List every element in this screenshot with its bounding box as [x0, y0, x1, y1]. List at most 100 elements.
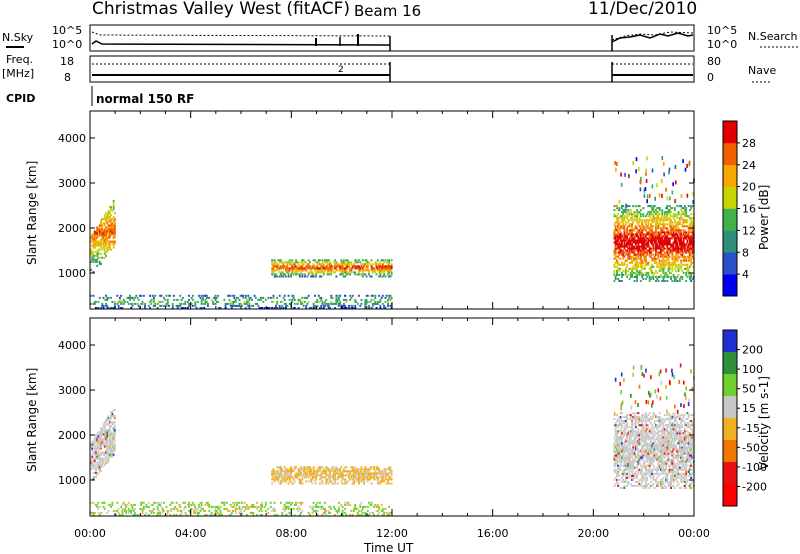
echo-cell	[644, 416, 647, 419]
echo-cell	[651, 442, 654, 445]
echo-cell	[628, 452, 631, 455]
echo-cell	[312, 474, 315, 477]
echo-cell	[681, 277, 684, 280]
echo-cell	[322, 468, 325, 471]
echo-cell	[186, 300, 189, 303]
echo-cell	[619, 280, 622, 282]
echo-cell	[112, 206, 115, 209]
echo-cell	[616, 265, 618, 268]
echo-cell	[112, 429, 115, 432]
echo-cell	[628, 466, 631, 469]
echo-cell	[335, 269, 338, 272]
echo-cell	[361, 474, 364, 477]
echo-cell	[668, 261, 671, 264]
echo-cell	[622, 269, 625, 272]
echo-cell	[345, 298, 348, 301]
echo-cell	[628, 174, 630, 178]
echo-cell	[677, 223, 680, 226]
echo-cell	[370, 482, 373, 485]
echo-cell	[348, 470, 350, 473]
echo-cell	[681, 255, 684, 258]
echo-cell	[632, 221, 635, 224]
echo-cell	[675, 225, 677, 228]
echo-cell	[666, 434, 669, 437]
echo-cell	[125, 503, 128, 506]
echo-cell	[660, 418, 662, 421]
echo-cell	[634, 418, 637, 421]
echo-cell	[618, 450, 621, 453]
echo-cell	[102, 230, 105, 233]
echo-cell	[92, 478, 95, 480]
echo-cell	[618, 233, 621, 236]
echo-cell	[652, 237, 655, 240]
echo-cell	[238, 304, 241, 307]
echo-cell	[636, 227, 638, 230]
echo-cell	[666, 249, 669, 252]
echo-cell	[106, 461, 109, 464]
echo-cell	[651, 460, 654, 463]
echo-cell	[112, 246, 115, 249]
echo-cell	[682, 259, 685, 262]
echo-cell	[617, 273, 620, 276]
echo-cell	[632, 205, 635, 208]
echo-cell	[647, 239, 650, 242]
echo-cell	[666, 428, 669, 431]
echo-cell	[672, 247, 675, 250]
echo-cell	[670, 207, 672, 210]
echo-cell	[360, 466, 363, 469]
echo-cell	[656, 452, 659, 455]
echo-cell	[655, 472, 657, 475]
echo-cell	[672, 231, 675, 234]
echo-cell	[646, 237, 649, 240]
echo-cell	[292, 478, 295, 481]
echo-cell	[643, 245, 646, 248]
echo-cell	[638, 249, 641, 252]
echo-cell	[661, 261, 664, 264]
echo-cell	[348, 474, 350, 477]
echo-cell	[293, 466, 296, 469]
echo-cell	[673, 259, 676, 262]
echo-cell	[632, 259, 635, 262]
echo-cell	[631, 424, 633, 427]
echo-cell	[281, 304, 284, 307]
echo-cell	[105, 302, 107, 305]
echo-cell	[105, 298, 107, 301]
echo-cell	[291, 476, 294, 479]
echo-cell	[92, 238, 95, 241]
echo-cell	[175, 501, 178, 504]
echo-cell	[617, 225, 620, 228]
echo-cell	[188, 302, 190, 305]
echo-cell	[324, 509, 326, 512]
echo-cell	[273, 265, 276, 268]
echo-cell	[656, 426, 659, 429]
echo-cell	[375, 265, 378, 268]
echo-cell	[616, 436, 618, 439]
echo-cell	[383, 271, 386, 274]
echo-cell	[683, 229, 686, 232]
echo-cell	[652, 454, 655, 457]
echo-cell	[681, 243, 684, 246]
echo-cell	[303, 275, 306, 278]
echo-cell	[662, 468, 665, 471]
echo-cell	[637, 420, 640, 423]
echo-cell	[626, 484, 628, 487]
echo-cell	[111, 218, 114, 221]
echo-cell	[371, 302, 374, 305]
echo-cell	[661, 482, 664, 485]
echo-cell	[638, 219, 641, 222]
echo-cell	[90, 443, 92, 446]
echo-cell	[335, 296, 338, 299]
echo-cell	[644, 456, 647, 459]
echo-cell	[276, 302, 279, 305]
echo-cell	[667, 265, 670, 268]
echo-cell	[388, 294, 391, 297]
echo-cell	[665, 487, 667, 489]
echo-cell	[627, 269, 630, 272]
echo-cell	[92, 256, 95, 259]
echo-cell	[188, 298, 190, 301]
echo-cell	[689, 247, 691, 250]
echo-cell	[98, 228, 101, 231]
echo-cell	[657, 211, 660, 214]
echo-cell	[661, 432, 664, 435]
echo-cell	[631, 476, 633, 479]
